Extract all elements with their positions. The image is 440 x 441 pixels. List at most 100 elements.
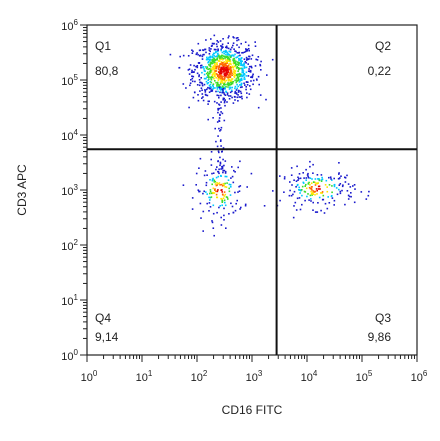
event-dot	[250, 65, 253, 68]
event-dot	[250, 80, 252, 82]
event-dot	[307, 182, 310, 185]
event-dot	[212, 57, 214, 59]
event-dot	[211, 42, 214, 45]
event-dot	[223, 219, 225, 221]
event-dot	[234, 90, 237, 93]
event-dot	[322, 194, 325, 197]
event-dot	[309, 177, 312, 179]
event-dot	[240, 79, 243, 81]
event-dot	[348, 195, 351, 198]
event-dot	[198, 79, 201, 81]
event-dot	[302, 182, 305, 184]
event-dot	[233, 55, 235, 57]
event-dot	[238, 96, 241, 98]
event-dot	[317, 178, 319, 180]
event-dot	[279, 199, 281, 202]
event-dot	[217, 48, 219, 50]
event-dot	[210, 69, 212, 71]
event-dot	[212, 88, 214, 90]
event-dot	[236, 74, 238, 77]
event-dot	[216, 145, 219, 148]
event-dot	[213, 78, 215, 80]
event-dot	[226, 55, 229, 58]
event-dot	[209, 71, 211, 73]
event-dot	[228, 68, 230, 71]
event-dot	[250, 76, 252, 78]
event-dot	[214, 64, 216, 67]
event-dot	[207, 79, 209, 81]
event-dot	[225, 175, 228, 178]
event-dot	[220, 86, 223, 89]
event-dot	[229, 79, 232, 82]
event-dot	[219, 87, 222, 90]
event-dot	[307, 193, 309, 195]
event-dot	[257, 75, 260, 78]
event-dot	[228, 50, 230, 53]
event-dot	[244, 60, 247, 63]
event-dot	[231, 96, 233, 99]
event-dot	[210, 61, 212, 64]
x-tick-label: 106	[411, 369, 428, 384]
event-dot	[226, 182, 228, 184]
event-dot	[228, 183, 231, 186]
event-dot	[214, 183, 217, 185]
event-dot	[216, 121, 219, 123]
event-dot	[220, 78, 223, 81]
event-dot	[238, 67, 241, 70]
event-dot	[219, 91, 221, 94]
event-dot	[197, 53, 199, 56]
event-dot	[234, 70, 237, 72]
event-dot	[221, 151, 223, 153]
event-dot	[331, 195, 333, 197]
event-dot	[219, 140, 222, 142]
event-dot	[210, 196, 213, 198]
event-dot	[209, 56, 211, 59]
event-dot	[239, 96, 242, 98]
event-dot	[214, 55, 217, 58]
event-dot	[215, 193, 218, 196]
event-dot	[229, 60, 232, 63]
event-dot	[236, 67, 238, 69]
event-dot	[198, 62, 201, 64]
event-dot	[243, 67, 245, 69]
event-dot	[223, 68, 226, 70]
event-dot	[304, 199, 306, 202]
event-dot	[209, 179, 211, 181]
event-dot	[209, 65, 212, 68]
y-tick-label: 102	[61, 238, 78, 253]
event-dot	[328, 176, 330, 179]
event-dot	[220, 56, 223, 58]
event-dot	[223, 52, 225, 55]
event-dot	[193, 71, 195, 73]
event-dot	[208, 100, 210, 103]
event-dot	[201, 58, 204, 60]
event-dot	[314, 178, 317, 180]
event-dot	[220, 216, 222, 219]
event-dot	[215, 73, 218, 75]
event-dot	[218, 71, 220, 74]
event-dot	[225, 53, 227, 56]
event-dot	[224, 104, 226, 107]
event-dot	[206, 66, 209, 68]
event-dot	[226, 196, 229, 199]
event-dot	[295, 180, 298, 182]
event-dot	[212, 52, 215, 55]
event-dot	[223, 55, 225, 57]
event-dot	[219, 81, 222, 84]
event-dot	[234, 85, 237, 88]
event-dot	[232, 80, 235, 83]
event-dot	[199, 157, 202, 160]
event-dot	[210, 78, 213, 81]
event-dot	[238, 190, 241, 192]
event-dot	[197, 94, 199, 96]
event-dot	[207, 73, 210, 75]
event-dot	[179, 55, 181, 58]
event-dot	[199, 81, 202, 84]
event-dot	[217, 79, 220, 82]
event-dot	[326, 190, 329, 193]
event-dot	[239, 74, 242, 76]
event-dot	[239, 90, 242, 93]
x-tick-label: 104	[301, 369, 318, 384]
event-dot	[205, 58, 208, 61]
event-dot	[208, 49, 211, 51]
